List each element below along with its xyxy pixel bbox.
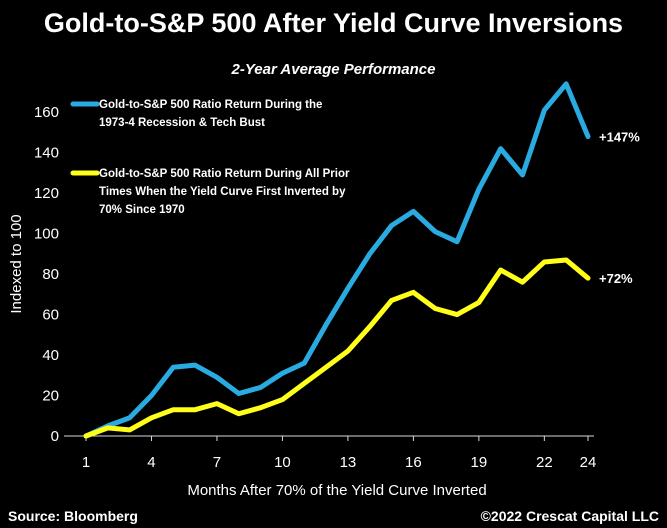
legend-label-2: 70% Since 1970 xyxy=(99,204,185,216)
source-note: Source: Bloomberg xyxy=(8,508,138,524)
y-tick-label: 40 xyxy=(42,347,59,364)
chart-title: Gold-to-S&P 500 After Yield Curve Invers… xyxy=(43,8,624,38)
series-line-1 xyxy=(83,81,591,439)
y-tick-label: 0 xyxy=(51,428,59,445)
legend-label-1: 1973-4 Recession & Tech Bust xyxy=(99,117,265,129)
series-line-2 xyxy=(83,257,591,439)
x-tick-label: 13 xyxy=(340,454,357,471)
y-tick-label: 20 xyxy=(42,388,59,405)
chart-subtitle: 2-Year Average Performance xyxy=(231,61,436,78)
legend-label-2: Times When the Yield Curve First Inverte… xyxy=(99,186,346,198)
x-tick-label: 16 xyxy=(405,454,422,471)
copyright-note: ©2022 Crescat Capital LLC xyxy=(480,508,659,524)
x-tick-label: 1 xyxy=(82,454,90,471)
y-tick-label: 140 xyxy=(34,145,59,162)
y-tick-label: 160 xyxy=(34,104,59,121)
end-value-label-1: +147% xyxy=(599,130,640,145)
x-tick-label: 10 xyxy=(274,454,291,471)
x-tick-label: 24 xyxy=(580,454,597,471)
legend-label-1: Gold-to-S&P 500 Ratio Return During the xyxy=(99,99,322,111)
y-tick-label: 60 xyxy=(42,307,59,324)
end-value-label-2: +72% xyxy=(599,271,633,286)
x-axis-label: Months After 70% of the Yield Curve Inve… xyxy=(187,482,486,499)
x-tick-label: 4 xyxy=(147,454,155,471)
y-tick-label: 100 xyxy=(34,226,59,243)
legend-label-2: Gold-to-S&P 500 Ratio Return During All … xyxy=(99,168,350,180)
x-tick-label: 7 xyxy=(213,454,221,471)
y-tick-label: 120 xyxy=(34,185,59,202)
x-tick-label: 22 xyxy=(536,454,553,471)
y-tick-label: 80 xyxy=(42,266,59,283)
y-axis-label: Indexed to 100 xyxy=(8,214,25,313)
x-tick-label: 19 xyxy=(471,454,488,471)
